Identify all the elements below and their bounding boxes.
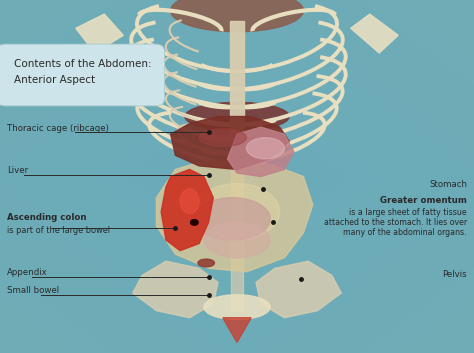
Text: is a large sheet of fatty tissue: is a large sheet of fatty tissue [349, 208, 467, 217]
FancyArrowPatch shape [74, 33, 130, 52]
Text: Pelvis: Pelvis [442, 270, 467, 279]
Ellipse shape [194, 184, 280, 240]
Text: Liver: Liver [7, 166, 28, 175]
Text: many of the abdominal organs.: many of the abdominal organs. [343, 228, 467, 237]
Polygon shape [156, 159, 313, 272]
Text: Small bowel: Small bowel [7, 286, 59, 295]
Text: Contents of the Abdomen:: Contents of the Abdomen: [14, 59, 152, 69]
Ellipse shape [198, 259, 214, 267]
Polygon shape [171, 116, 289, 169]
Ellipse shape [180, 189, 199, 214]
Ellipse shape [204, 295, 270, 319]
Ellipse shape [204, 222, 270, 258]
Ellipse shape [194, 198, 270, 240]
Text: Greater omentum: Greater omentum [380, 196, 467, 205]
Ellipse shape [185, 102, 289, 131]
Polygon shape [231, 134, 243, 311]
Polygon shape [351, 14, 398, 53]
Polygon shape [223, 318, 251, 342]
FancyBboxPatch shape [0, 44, 164, 106]
Polygon shape [76, 14, 123, 53]
Polygon shape [228, 127, 294, 176]
Ellipse shape [171, 0, 303, 32]
Ellipse shape [246, 138, 284, 159]
Polygon shape [161, 169, 213, 251]
Polygon shape [133, 261, 218, 318]
Text: Stomach: Stomach [429, 180, 467, 189]
Text: Anterior Aspect: Anterior Aspect [14, 75, 95, 85]
Text: attached to the stomach. It lies over: attached to the stomach. It lies over [324, 218, 467, 227]
Text: Thoracic cage (ribcage): Thoracic cage (ribcage) [7, 124, 109, 133]
Text: Appendix: Appendix [7, 268, 48, 277]
Polygon shape [230, 21, 244, 134]
Text: Ascending colon: Ascending colon [7, 213, 87, 222]
Text: is part of the large bowel: is part of the large bowel [7, 226, 110, 235]
Polygon shape [256, 261, 341, 318]
Circle shape [191, 220, 198, 225]
Ellipse shape [199, 129, 246, 146]
